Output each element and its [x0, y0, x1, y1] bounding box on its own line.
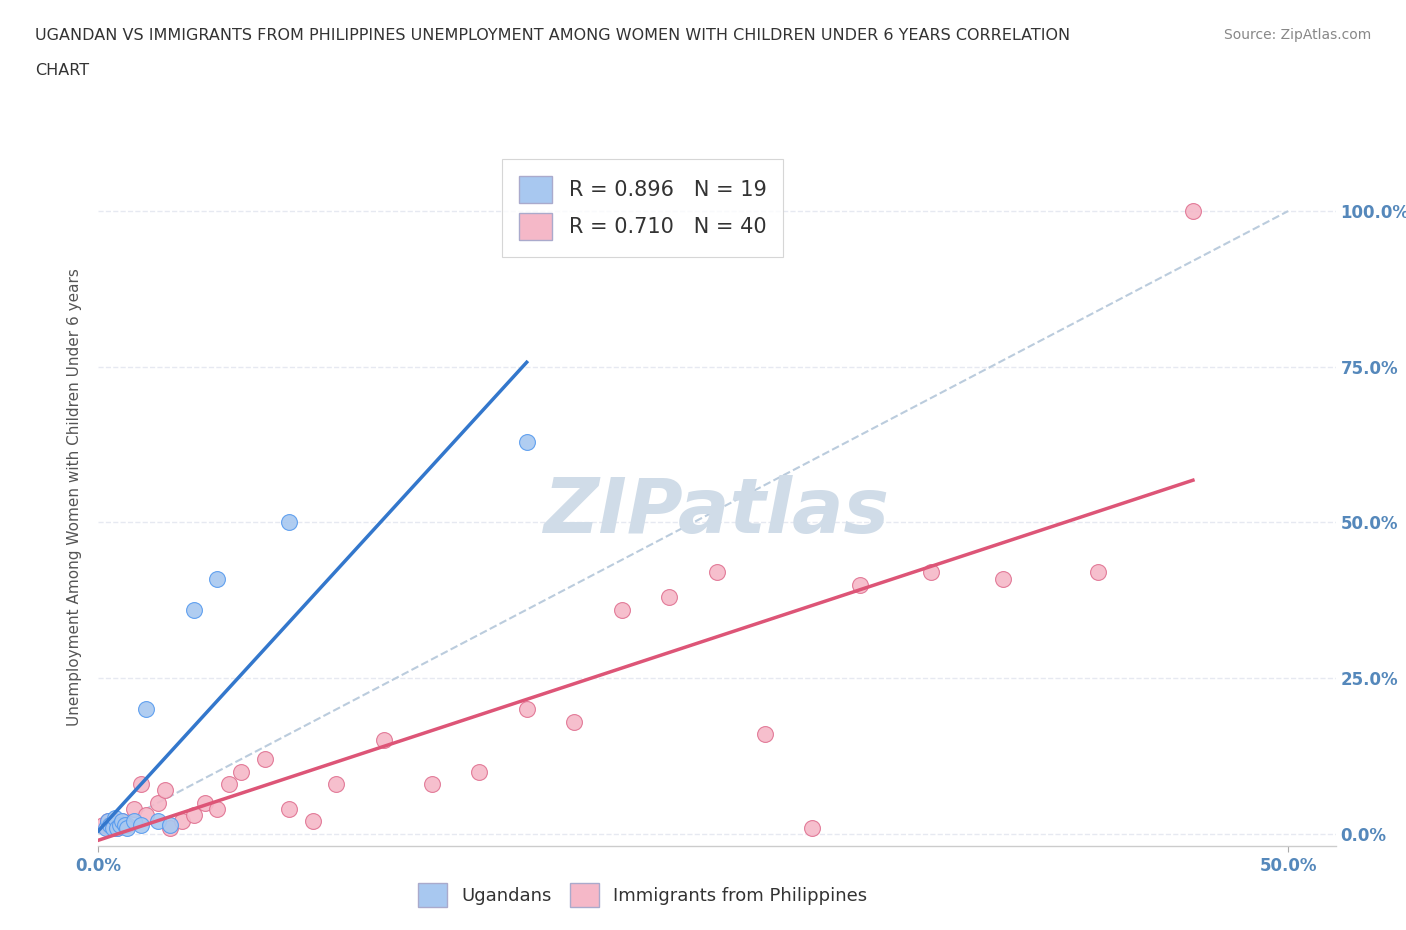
Point [135, 702, 157, 717]
Point [107, 820, 129, 835]
Point [104, 814, 127, 829]
Point [107, 820, 129, 835]
Point [658, 590, 681, 604]
Point [277, 802, 299, 817]
Point [129, 817, 152, 832]
Point [122, 802, 145, 817]
Y-axis label: Unemployment Among Women with Children Under 6 years: Unemployment Among Women with Children U… [67, 269, 83, 726]
Point [301, 814, 323, 829]
Text: UGANDAN VS IMMIGRANTS FROM PHILIPPINES UNEMPLOYMENT AMONG WOMEN WITH CHILDREN UN: UGANDAN VS IMMIGRANTS FROM PHILIPPINES U… [35, 28, 1070, 43]
Point [420, 777, 443, 791]
Text: ZIPatlas: ZIPatlas [544, 474, 890, 549]
Point [146, 814, 169, 829]
Point [991, 571, 1014, 586]
Point [207, 571, 229, 586]
Point [373, 733, 395, 748]
Point [108, 817, 131, 832]
Point [97, 814, 120, 829]
Point [183, 808, 205, 823]
Point [135, 808, 157, 823]
Point [115, 820, 138, 835]
Point [101, 820, 124, 835]
Point [516, 702, 538, 717]
Point [754, 726, 776, 741]
Point [98, 817, 121, 832]
Legend: Ugandans, Immigrants from Philippines: Ugandans, Immigrants from Philippines [404, 869, 882, 921]
Point [468, 764, 491, 779]
Point [849, 578, 872, 592]
Text: Source: ZipAtlas.com: Source: ZipAtlas.com [1223, 28, 1371, 42]
Point [111, 814, 134, 829]
Point [920, 565, 942, 579]
Point [129, 777, 152, 791]
Point [122, 814, 145, 829]
Point [562, 714, 585, 729]
Point [801, 820, 824, 835]
Point [91, 817, 114, 832]
Text: CHART: CHART [35, 63, 89, 78]
Point [94, 820, 117, 835]
Point [183, 603, 205, 618]
Point [101, 817, 124, 832]
Point [231, 764, 253, 779]
Point [98, 820, 121, 835]
Point [97, 814, 120, 829]
Point [153, 783, 176, 798]
Point [194, 795, 217, 810]
Point [111, 814, 134, 829]
Point [207, 802, 229, 817]
Point [253, 751, 276, 766]
Point [277, 515, 299, 530]
Point [325, 777, 347, 791]
Point [115, 817, 138, 832]
Point [610, 603, 633, 618]
Point [104, 811, 127, 826]
Point [146, 795, 169, 810]
Point [170, 814, 193, 829]
Point [706, 565, 728, 579]
Point [1087, 565, 1109, 579]
Point [218, 777, 240, 791]
Point [108, 817, 131, 832]
Point [114, 817, 136, 832]
Point [1181, 204, 1204, 219]
Point [159, 820, 181, 835]
Point [516, 434, 538, 449]
Point [159, 817, 181, 832]
